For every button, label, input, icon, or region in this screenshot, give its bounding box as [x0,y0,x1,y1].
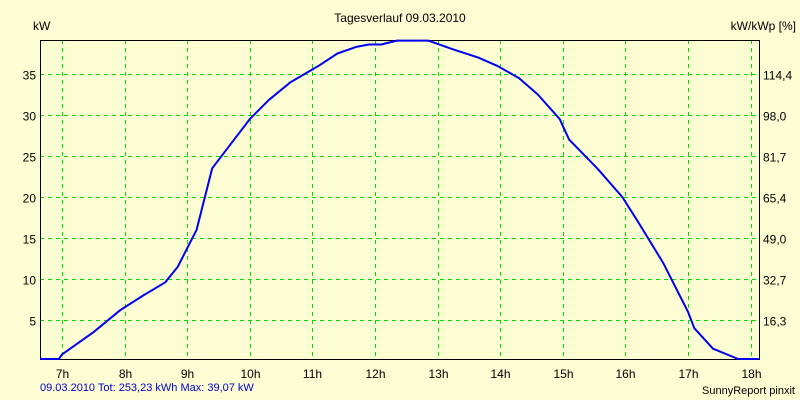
x-tick-label: 15h [553,367,573,381]
y-axis-label-left: kW [33,19,51,33]
y-tick-label-right: 65,4 [763,192,787,206]
y-tick-label-left: 10 [23,274,37,288]
x-tick-label: 9h [181,367,194,381]
y-tick-label-right: 16,3 [763,315,787,329]
x-tick-label: 13h [428,367,448,381]
x-tick-label: 11h [303,367,322,381]
y-tick-label-left: 5 [29,315,36,329]
chart-title: Tagesverlauf 09.03.2010 [334,11,466,25]
x-tick-label: 18h [741,367,761,381]
y-tick-label-left: 15 [23,233,37,247]
y-tick-label-left: 20 [23,192,37,206]
x-tick-label: 16h [615,367,635,381]
y-tick-label-right: 81,7 [763,151,787,165]
x-tick-label: 10h [240,367,260,381]
credit-footer: SunnyReport pinxit [702,385,795,397]
y-tick-label-right: 49,0 [763,233,787,247]
x-tick-label: 17h [678,367,698,381]
x-tick-label: 14h [490,367,510,381]
x-tick-label: 8h [119,367,132,381]
y-tick-label-right: 32,7 [763,274,787,288]
summary-footer: 09.03.2010 Tot: 253,23 kWh Max: 39,07 kW [40,382,254,394]
y-tick-label-left: 30 [23,110,37,124]
y-tick-label-right: 98,0 [763,110,787,124]
y-tick-label-left: 25 [23,151,37,165]
y-tick-label-right: 114,4 [763,69,792,83]
y-tick-label-left: 35 [23,69,37,83]
x-tick-label: 12h [365,367,385,381]
data-line [40,39,759,360]
x-tick-label: 7h [56,367,69,381]
y-axis-label-right: kW/kWp [%] [730,19,796,33]
plot-frame [40,40,760,360]
